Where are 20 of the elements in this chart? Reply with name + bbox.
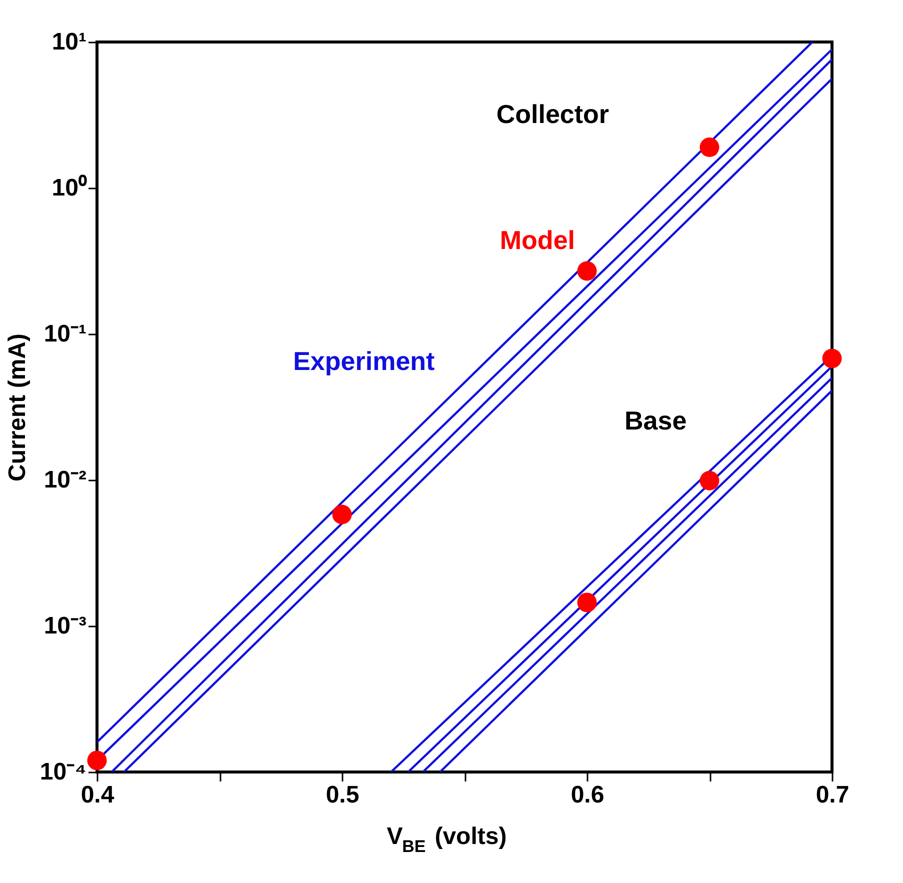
y-tick-label: 10¹	[52, 28, 87, 56]
y-tick-label: 10⁻³	[44, 612, 87, 640]
y-tick-label: 10⁰	[52, 174, 88, 202]
x-tick-label: 0.7	[816, 782, 850, 808]
point	[822, 348, 842, 368]
point	[700, 470, 720, 490]
point	[577, 261, 597, 281]
x-tick-label: 0.6	[570, 782, 604, 808]
annotation: Collector	[496, 99, 610, 129]
y-tick-label: 10⁻¹	[44, 320, 87, 348]
series-label: Model	[500, 225, 575, 256]
point	[332, 504, 352, 524]
y-axis-title: Current (mA)	[4, 334, 31, 482]
y-tick-label: 10⁻²	[44, 466, 87, 494]
point	[577, 592, 597, 612]
annotation: Base	[624, 406, 687, 436]
point	[700, 138, 720, 158]
point	[87, 750, 107, 770]
x-tick-label: 0.5	[326, 782, 360, 808]
series-label: Experiment	[293, 346, 436, 376]
